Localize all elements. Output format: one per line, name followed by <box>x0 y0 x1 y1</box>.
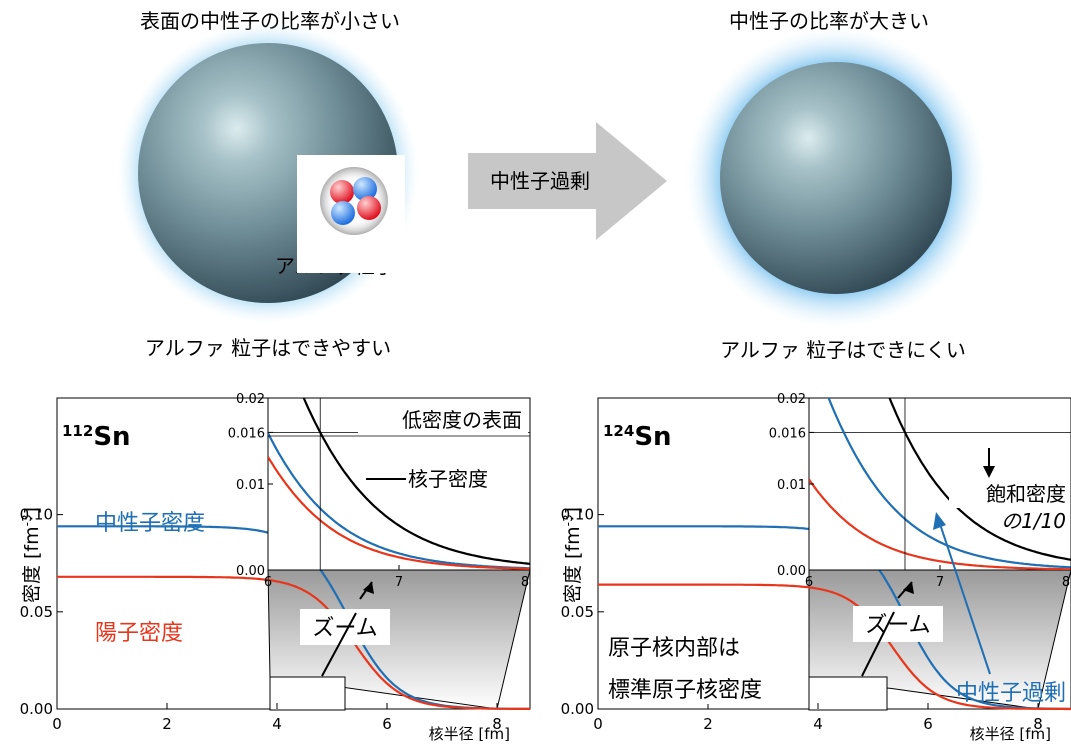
nucleon-label-bg <box>403 464 527 492</box>
zoom-arrow-line <box>861 611 895 677</box>
neutron-excess-label: 中性子過剰 <box>956 681 1066 706</box>
y-tick-label: 0.10 <box>561 506 594 524</box>
neutron-density-label: 中性子密度 <box>95 511 205 536</box>
inset-x-tick-label: 7 <box>936 575 944 590</box>
inset-nucleon-line <box>888 398 1071 561</box>
x-axis-label: 核半径 [fm] <box>429 725 510 743</box>
y-tick-label: 0.05 <box>561 603 594 621</box>
zoom-label-bg <box>853 606 943 642</box>
inset-y-tick-label: 0.02 <box>236 392 265 407</box>
neutron-excess-arrow <box>468 122 667 240</box>
right-nucleus-sphere <box>720 62 952 294</box>
core-annotation-line1: 原子核内部は <box>608 636 740 661</box>
saturation-label: 飽和密度 <box>986 482 1066 506</box>
neutron-excess-arrow-head <box>933 512 946 530</box>
zoom-arrow-head <box>903 582 914 594</box>
zoom-region-box <box>269 676 346 711</box>
zoom-label: ズーム <box>312 616 377 641</box>
zoom-arrow-head <box>363 582 374 594</box>
inset-nucleon-line <box>302 398 530 565</box>
chart-title: 112Sn <box>62 422 131 452</box>
x-axis-label: 核半径 [fm] <box>970 725 1051 743</box>
y-tick-label: 0.10 <box>20 506 53 524</box>
y-tick-label: 0.00 <box>561 700 594 718</box>
y-tick-label: 0.05 <box>20 603 53 621</box>
x-tick-label: 4 <box>813 715 823 733</box>
inset-curves <box>268 398 530 570</box>
inset-y-tick-label: 0.01 <box>236 478 265 493</box>
neutron-excess-leader <box>939 523 991 675</box>
zoom-region-box <box>808 676 888 711</box>
inset-y-tick-label: 0.02 <box>777 392 806 407</box>
zoom-label: ズーム <box>865 613 930 638</box>
inset-x-tick-label: 8 <box>521 575 529 590</box>
saturation-arrow-head <box>983 466 995 478</box>
inset-y-tick-label: 0.016 <box>228 426 265 441</box>
inset-x-tick-label: 8 <box>1062 575 1070 590</box>
nucleon-density-label: 核子密度 <box>408 467 488 491</box>
inset-proton-line <box>268 456 530 570</box>
zoom-arrow-line <box>321 612 357 677</box>
inset-x-tick-label: 7 <box>395 575 403 590</box>
saturation-fraction-label: の1/10 <box>1001 509 1066 533</box>
alpha-particle-icon <box>297 155 405 273</box>
x-tick-label: 8 <box>1033 715 1043 733</box>
inset-neutron-line <box>268 432 530 570</box>
x-tick-label: 0 <box>52 715 62 733</box>
proton-density-label: 陽子密度 <box>95 621 183 646</box>
y-axis-label: 密度 [fm-3] <box>20 507 43 603</box>
zoom-label-bg <box>300 609 390 645</box>
inset-title: 低密度の表面 <box>402 408 522 432</box>
x-tick-label: 8 <box>492 715 502 733</box>
inset-y-tick-label: 0.00 <box>236 564 265 579</box>
density-chart-sn124: 0 2 4 6 8 0.00 0.05 0.10 核半径 [fm] 密度 [fm-3] 124Sn ズ… <box>561 392 1071 743</box>
x-tick-label: 0 <box>593 715 603 733</box>
x-tick-label: 2 <box>162 715 172 733</box>
x-tick-label: 2 <box>703 715 713 733</box>
inset-neutron-line <box>827 398 1071 569</box>
y-axis-label: 密度 [fm-3] <box>561 507 584 603</box>
x-tick-label: 4 <box>272 715 282 733</box>
left-caption-bottom: アルファ 粒子はできやすい <box>145 336 391 360</box>
inset-x-tick-label: 6 <box>805 575 813 590</box>
y-tick-label: 0.00 <box>20 700 53 718</box>
chart-title: 124Sn <box>603 422 672 452</box>
inset-proton-line <box>809 478 1071 570</box>
x-tick-label: 6 <box>923 715 933 733</box>
x-tick-label: 6 <box>382 715 392 733</box>
inset-y-tick-label: 0.016 <box>769 426 806 441</box>
core-annotation-bg <box>604 630 788 704</box>
inset-curves <box>809 398 1071 570</box>
proton-density-line <box>598 583 1071 711</box>
right-caption-bottom: アルファ 粒子はできにくい <box>720 338 966 362</box>
arrow-label: 中性子過剰 <box>490 169 590 193</box>
proton-density-line <box>57 575 530 710</box>
inset-x-tick-label: 6 <box>264 575 272 590</box>
saturation-label-bg <box>949 482 1069 508</box>
inset-y-tick-label: 0.01 <box>777 478 806 493</box>
core-annotation-line2: 標準原子核密度 <box>608 678 762 703</box>
inset-y-tick-label: 0.00 <box>777 564 806 579</box>
inset-title-bg <box>358 408 528 434</box>
density-chart-sn112: 0 2 4 6 8 0.00 0.05 0.10 核半径 [fm] 密度 [fm-3] 112Sn 中… <box>20 392 531 743</box>
